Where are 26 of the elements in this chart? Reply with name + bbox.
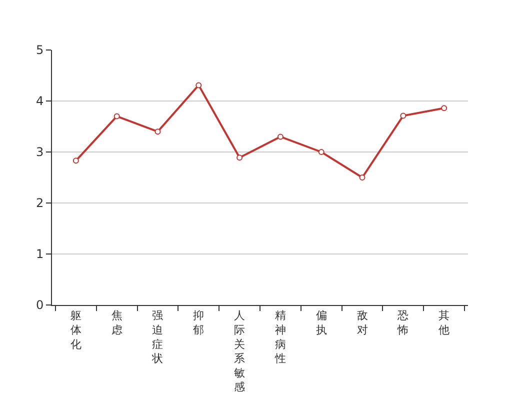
y-tick-label: 5 (36, 43, 44, 58)
x-tick-label: 抑郁 (193, 309, 204, 336)
x-tick-label: 精神病性 (274, 309, 286, 366)
point (72, 158, 79, 164)
x-tick-label: 强迫症状 (151, 309, 164, 366)
point (114, 113, 120, 120)
x-tick-label: 恐怖 (396, 309, 409, 336)
x-tick-label: 人际关系敏感 (234, 309, 246, 394)
y-tick-label: 4 (36, 94, 44, 108)
y-tick-label: 2 (36, 196, 44, 210)
point (441, 105, 448, 112)
x-tick-label: 其他 (438, 309, 450, 336)
x-tick-label: 偏执 (316, 309, 327, 336)
x-tick-label: 焦虑 (111, 309, 122, 336)
x-tick-label: 敌对 (356, 309, 368, 336)
y-tick-label: 1 (36, 247, 44, 262)
point (359, 174, 366, 180)
point (196, 82, 202, 88)
x-tick-label: 躯体化 (70, 309, 82, 351)
point (318, 149, 324, 155)
point (400, 112, 406, 119)
point (154, 128, 161, 135)
y-tick-label: 3 (36, 145, 44, 160)
y-tick-label: 0 (36, 298, 44, 312)
point (236, 154, 243, 161)
point (277, 134, 284, 140)
